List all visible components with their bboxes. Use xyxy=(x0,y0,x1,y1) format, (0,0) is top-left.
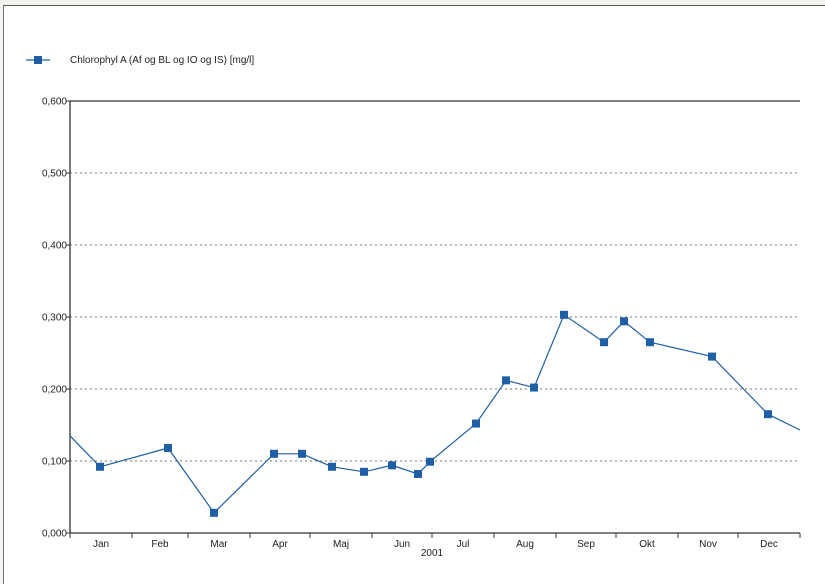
x-axis-ticks: Jan Feb Mar Apr Maj Jun Jul Aug Sep Okt Nov Dec xyxy=(69,533,801,550)
data-point-18 xyxy=(708,352,716,361)
data-point-12 xyxy=(502,376,510,385)
data-point-13 xyxy=(530,383,538,392)
x-tick-label-apr: Apr xyxy=(272,539,288,550)
data-point-1 xyxy=(96,462,104,471)
x-tick-label-jan: Jan xyxy=(93,539,109,550)
y-tick-label-3: 0,300 xyxy=(42,313,67,324)
x-tick-label-jul: Jul xyxy=(457,539,470,550)
gridlines xyxy=(70,172,800,462)
data-point-9 xyxy=(414,469,422,478)
x-tick-label-sep: Sep xyxy=(577,539,595,550)
y-tick-label-6: 0,600 xyxy=(42,97,67,108)
data-point-11 xyxy=(472,419,480,428)
y-tick-label-1: 0,100 xyxy=(42,457,67,468)
series-line-0 xyxy=(69,313,801,514)
x-tick-label-okt: Okt xyxy=(639,539,655,550)
x-axis-label: 2001 xyxy=(421,548,444,559)
data-point-2 xyxy=(164,444,172,453)
data-point-7 xyxy=(360,467,368,476)
data-point-19 xyxy=(764,410,772,419)
data-point-10 xyxy=(426,457,434,466)
y-tick-label-5: 0,500 xyxy=(42,169,67,180)
data-point-3 xyxy=(210,508,218,517)
x-tick-label-mar: Mar xyxy=(210,539,228,550)
data-point-17 xyxy=(646,338,654,347)
x-tick-label-dec: Dec xyxy=(760,539,778,550)
y-tick-label-2: 0,200 xyxy=(42,385,67,396)
data-point-6 xyxy=(328,462,336,471)
series-layer xyxy=(69,310,801,517)
y-axis-ticks: 0,000 0,100 0,200 0,300 0,400 0,500 0,600 xyxy=(42,97,70,540)
y-tick-label-0: 0,000 xyxy=(42,529,67,540)
data-point-15 xyxy=(600,338,608,347)
legend-marker xyxy=(34,56,42,64)
data-point-5 xyxy=(298,449,306,458)
legend-label: Chlorophyl A (Af og BL og IO og IS) [mg/… xyxy=(70,55,254,66)
data-point-8 xyxy=(388,461,396,470)
data-point-14 xyxy=(560,310,568,319)
x-tick-label-jun: Jun xyxy=(394,539,410,550)
x-tick-label-feb: Feb xyxy=(151,539,169,550)
data-point-16 xyxy=(620,317,628,326)
data-point-4 xyxy=(270,449,278,458)
x-tick-label-nov: Nov xyxy=(699,539,717,550)
x-tick-label-maj: Maj xyxy=(333,539,349,550)
legend: Chlorophyl A (Af og BL og IO og IS) [mg/… xyxy=(26,55,254,66)
x-tick-label-aug: Aug xyxy=(516,539,534,550)
y-tick-label-4: 0,400 xyxy=(42,241,67,252)
